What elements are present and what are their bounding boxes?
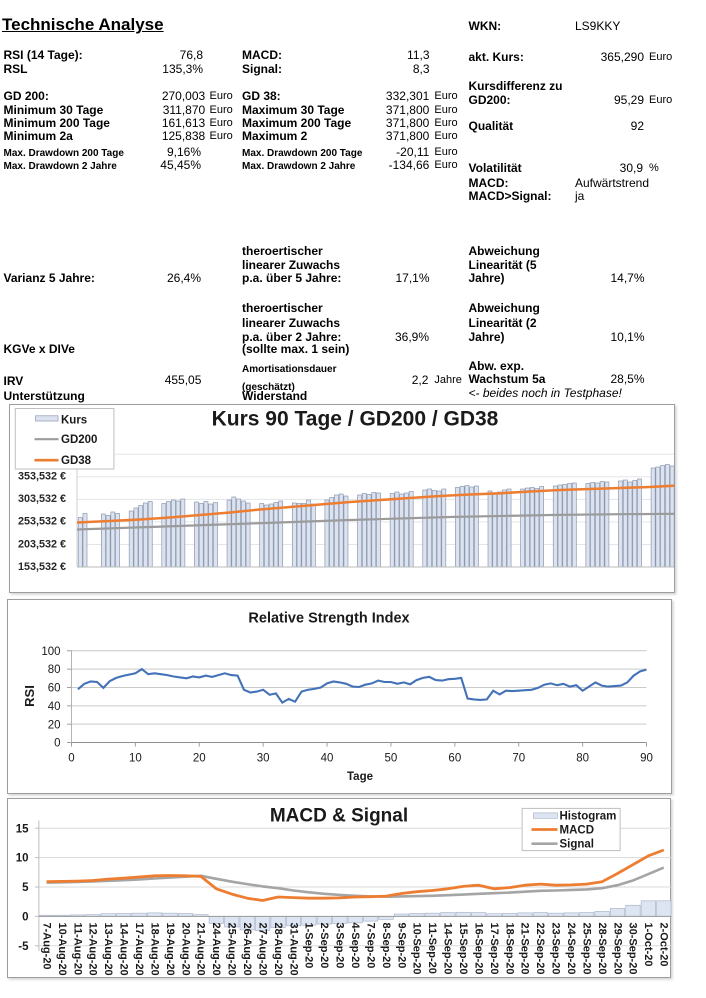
svg-text:40: 40 — [321, 753, 334, 765]
svg-text:2-Oct-20: 2-Oct-20 — [657, 923, 669, 967]
svg-text:Kurs 90 Tage / GD200 / GD38: Kurs 90 Tage / GD200 / GD38 — [212, 408, 499, 431]
svg-text:7-Aug-20: 7-Aug-20 — [40, 923, 52, 970]
svg-text:30-Sep-20: 30-Sep-20 — [626, 923, 638, 975]
svg-text:18-Aug-20: 18-Aug-20 — [148, 923, 160, 976]
svg-text:Signal: Signal — [559, 839, 594, 851]
svg-text:16-Sep-20: 16-Sep-20 — [472, 923, 484, 975]
svg-text:100: 100 — [41, 646, 60, 658]
svg-text:22-Sep-20: 22-Sep-20 — [534, 923, 546, 975]
svg-text:14-Aug-20: 14-Aug-20 — [117, 923, 129, 976]
svg-text:11-Aug-20: 11-Aug-20 — [71, 923, 83, 976]
svg-text:8-Sep-20: 8-Sep-20 — [379, 923, 391, 969]
svg-text:1-Oct-20: 1-Oct-20 — [642, 923, 654, 967]
svg-text:153,532 €: 153,532 € — [18, 561, 66, 573]
svg-text:90: 90 — [640, 753, 653, 765]
svg-text:12-Aug-20: 12-Aug-20 — [86, 923, 98, 976]
svg-text:2-Sep-20: 2-Sep-20 — [318, 923, 330, 969]
svg-text:20-Aug-20: 20-Aug-20 — [179, 923, 191, 976]
svg-text:18-Sep-20: 18-Sep-20 — [503, 923, 515, 975]
svg-text:253,532 €: 253,532 € — [18, 516, 66, 528]
svg-text:31-Aug-20: 31-Aug-20 — [287, 923, 299, 976]
svg-text:10-Aug-20: 10-Aug-20 — [55, 923, 67, 976]
svg-text:24-Sep-20: 24-Sep-20 — [565, 923, 577, 975]
svg-text:25-Aug-20: 25-Aug-20 — [225, 923, 237, 976]
svg-text:50: 50 — [385, 753, 398, 765]
svg-text:60: 60 — [448, 753, 461, 765]
svg-text:20: 20 — [193, 753, 206, 765]
svg-text:15-Sep-20: 15-Sep-20 — [457, 923, 469, 975]
svg-text:29-Sep-20: 29-Sep-20 — [611, 923, 623, 975]
svg-text:3-Sep-20: 3-Sep-20 — [333, 923, 345, 969]
svg-text:Histogram: Histogram — [559, 811, 616, 823]
svg-text:MACD: MACD — [559, 825, 594, 837]
svg-text:353,532 €: 353,532 € — [18, 471, 66, 483]
svg-text:20: 20 — [48, 719, 61, 731]
svg-text:30: 30 — [257, 753, 270, 765]
svg-text:Tage: Tage — [347, 771, 373, 783]
svg-text:4-Sep-20: 4-Sep-20 — [349, 923, 361, 969]
svg-text:15: 15 — [15, 823, 28, 835]
svg-text:70: 70 — [512, 753, 525, 765]
svg-text:Kurs: Kurs — [61, 415, 87, 427]
svg-text:21-Sep-20: 21-Sep-20 — [518, 923, 530, 975]
svg-text:80: 80 — [576, 753, 589, 765]
svg-text:MACD & Signal: MACD & Signal — [269, 806, 407, 827]
svg-text:-5: -5 — [18, 941, 29, 953]
svg-text:GD38: GD38 — [61, 455, 92, 467]
svg-text:28-Aug-20: 28-Aug-20 — [271, 923, 283, 976]
svg-text:0: 0 — [68, 753, 74, 765]
svg-text:27-Aug-20: 27-Aug-20 — [256, 923, 268, 976]
svg-text:24-Aug-20: 24-Aug-20 — [210, 923, 222, 976]
svg-text:17-Sep-20: 17-Sep-20 — [487, 923, 499, 975]
svg-text:14-Sep-20: 14-Sep-20 — [441, 923, 453, 975]
svg-text:10: 10 — [15, 853, 28, 865]
svg-text:28-Sep-20: 28-Sep-20 — [595, 923, 607, 975]
svg-text:11-Sep-20: 11-Sep-20 — [426, 923, 438, 974]
svg-text:26-Aug-20: 26-Aug-20 — [241, 923, 253, 976]
svg-text:1-Sep-20: 1-Sep-20 — [302, 923, 314, 969]
svg-text:7-Sep-20: 7-Sep-20 — [364, 923, 376, 969]
svg-text:13-Aug-20: 13-Aug-20 — [102, 923, 114, 976]
svg-text:5: 5 — [22, 882, 29, 894]
svg-text:80: 80 — [48, 664, 61, 676]
svg-text:19-Aug-20: 19-Aug-20 — [163, 923, 175, 976]
svg-text:17-Aug-20: 17-Aug-20 — [133, 923, 145, 976]
svg-text:40: 40 — [48, 701, 61, 713]
svg-text:10-Sep-20: 10-Sep-20 — [410, 923, 422, 975]
svg-text:303,532 €: 303,532 € — [18, 493, 66, 505]
svg-text:203,532 €: 203,532 € — [18, 538, 66, 550]
svg-text:RSI: RSI — [22, 685, 37, 707]
svg-text:25-Sep-20: 25-Sep-20 — [580, 923, 592, 975]
svg-text:23-Sep-20: 23-Sep-20 — [549, 923, 561, 975]
svg-text:0: 0 — [54, 738, 60, 750]
svg-text:60: 60 — [48, 683, 61, 695]
svg-text:21-Aug-20: 21-Aug-20 — [194, 923, 206, 976]
svg-text:9-Sep-20: 9-Sep-20 — [395, 923, 407, 969]
svg-text:0: 0 — [22, 912, 28, 924]
svg-text:Relative Strength Index: Relative Strength Index — [248, 611, 409, 627]
svg-text:GD200: GD200 — [61, 434, 97, 446]
svg-text:10: 10 — [129, 753, 142, 765]
